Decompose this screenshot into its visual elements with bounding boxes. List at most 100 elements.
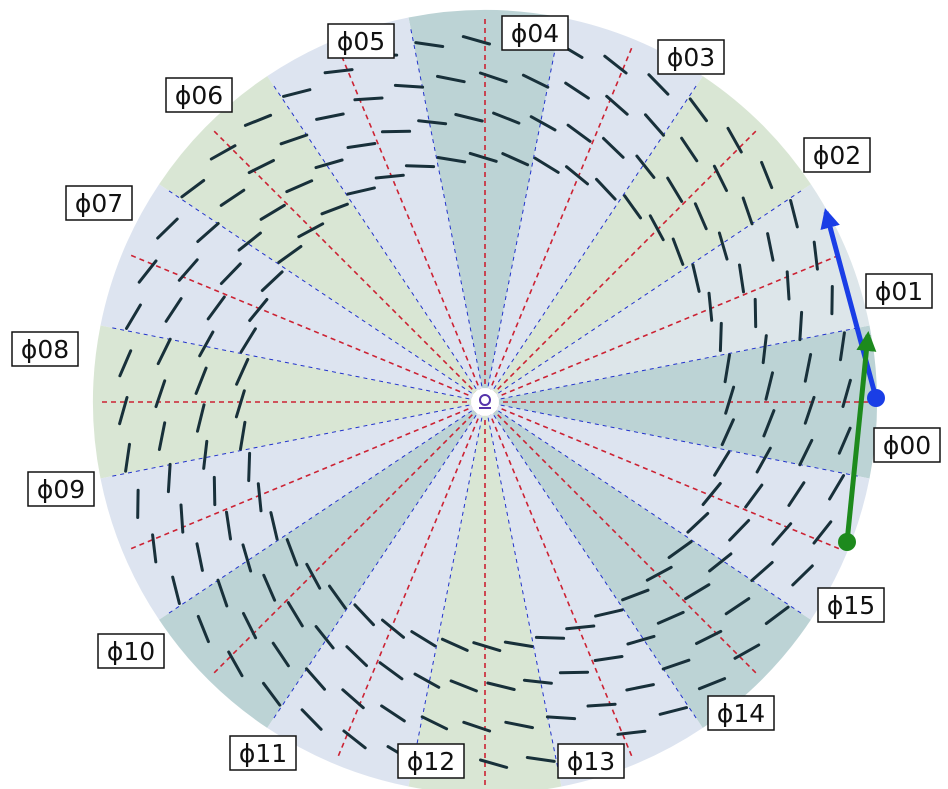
dash-segment — [154, 379, 167, 409]
dash-segment — [212, 475, 217, 507]
dash-segment — [239, 327, 257, 354]
dash-segment — [194, 366, 208, 395]
dash-segment — [733, 643, 761, 660]
dash-segment — [209, 144, 237, 161]
dash-segment — [686, 512, 710, 534]
dash-segment — [603, 54, 628, 75]
sector-08 — [92, 325, 486, 479]
dash-segment — [688, 97, 708, 123]
dash-segment — [565, 165, 589, 186]
dash-segment — [713, 450, 731, 477]
dash-segment — [837, 426, 852, 455]
dash-segment — [595, 177, 617, 201]
dash-segment — [345, 645, 368, 668]
dash-segment — [262, 681, 282, 707]
label-box — [873, 427, 941, 463]
label-box — [501, 15, 569, 51]
sector-label-01: ϕ01 — [865, 273, 933, 309]
dash-segment — [534, 635, 566, 640]
dash-segment — [247, 159, 275, 175]
radial-red-line — [484, 401, 758, 675]
dash-segment — [124, 442, 131, 473]
dash-segment — [285, 538, 299, 567]
dash-segment — [647, 73, 670, 96]
dash-segment — [789, 199, 799, 229]
label-box — [865, 273, 933, 309]
radial-red-line — [212, 401, 486, 675]
dash-segment — [241, 543, 253, 573]
dash-segment — [616, 729, 647, 736]
dash-segment — [803, 395, 816, 425]
dash-segment — [522, 678, 553, 685]
sector-09 — [100, 402, 485, 620]
dash-segment — [723, 353, 731, 384]
center-marker — [471, 388, 499, 416]
radial-red-line — [484, 401, 841, 550]
radial-red-line — [484, 401, 633, 758]
dash-segment — [393, 83, 425, 89]
dash-segment — [380, 129, 412, 134]
radial-lines — [101, 18, 869, 786]
dash-segment — [626, 634, 656, 646]
dash-segment — [353, 96, 384, 102]
dash-segment — [171, 575, 181, 605]
label-box — [557, 743, 625, 779]
blue-arrow-origin — [867, 389, 885, 407]
dash-segment — [812, 520, 833, 545]
dash-segment — [242, 612, 258, 640]
dash-segment — [353, 603, 375, 627]
dash-segment — [666, 176, 684, 203]
label-text: ϕ04 — [511, 19, 559, 48]
center-hub — [471, 388, 499, 416]
dash-segment — [449, 679, 478, 693]
dash-segment — [724, 597, 751, 616]
label-box — [27, 471, 95, 507]
dash-segment — [342, 729, 367, 750]
label-text: ϕ14 — [717, 699, 765, 728]
dash-segment — [671, 237, 685, 266]
dash-segment — [648, 214, 665, 242]
dash-segment — [625, 683, 655, 692]
dash-segment — [803, 353, 813, 383]
dash-segment — [461, 35, 491, 46]
dash-segment — [812, 240, 819, 271]
dash-segment — [314, 625, 335, 650]
dash-segment — [239, 420, 247, 451]
dash-segment — [219, 262, 242, 285]
dash-segment — [305, 667, 326, 691]
dash-segment — [346, 186, 376, 196]
label-box — [165, 77, 233, 113]
dash-segment — [504, 720, 534, 730]
dash-segment — [529, 115, 557, 132]
dash-segment — [234, 389, 246, 419]
dash-segment — [594, 608, 624, 618]
dash-segment — [645, 565, 673, 582]
dash-segment — [243, 113, 273, 127]
dash-segment — [414, 41, 445, 48]
dash-segment — [586, 702, 617, 708]
dash-segment — [285, 179, 314, 194]
label-text: ϕ10 — [107, 637, 155, 666]
dash-segment — [658, 706, 688, 716]
dash-segment — [684, 583, 711, 601]
dash-segment — [137, 259, 158, 284]
dash-segment — [791, 564, 814, 587]
dash-segment — [521, 73, 550, 89]
dash-segment — [219, 188, 246, 207]
label-box — [327, 23, 395, 59]
dash-segment — [486, 681, 516, 691]
dash-segment — [744, 483, 764, 509]
dash-segment — [404, 164, 436, 169]
sector-label-06: ϕ06 — [165, 77, 233, 113]
dash-segment — [728, 519, 751, 542]
dash-segment — [410, 630, 437, 648]
dash-segment — [472, 641, 502, 653]
dash-segment — [708, 552, 733, 573]
label-text: ϕ07 — [75, 189, 123, 218]
dash-segment — [157, 421, 167, 451]
dash-segment — [656, 610, 685, 625]
sector-label-08: ϕ08 — [11, 331, 79, 367]
sector-label-10: ϕ10 — [97, 633, 165, 669]
dash-segment — [436, 156, 467, 164]
